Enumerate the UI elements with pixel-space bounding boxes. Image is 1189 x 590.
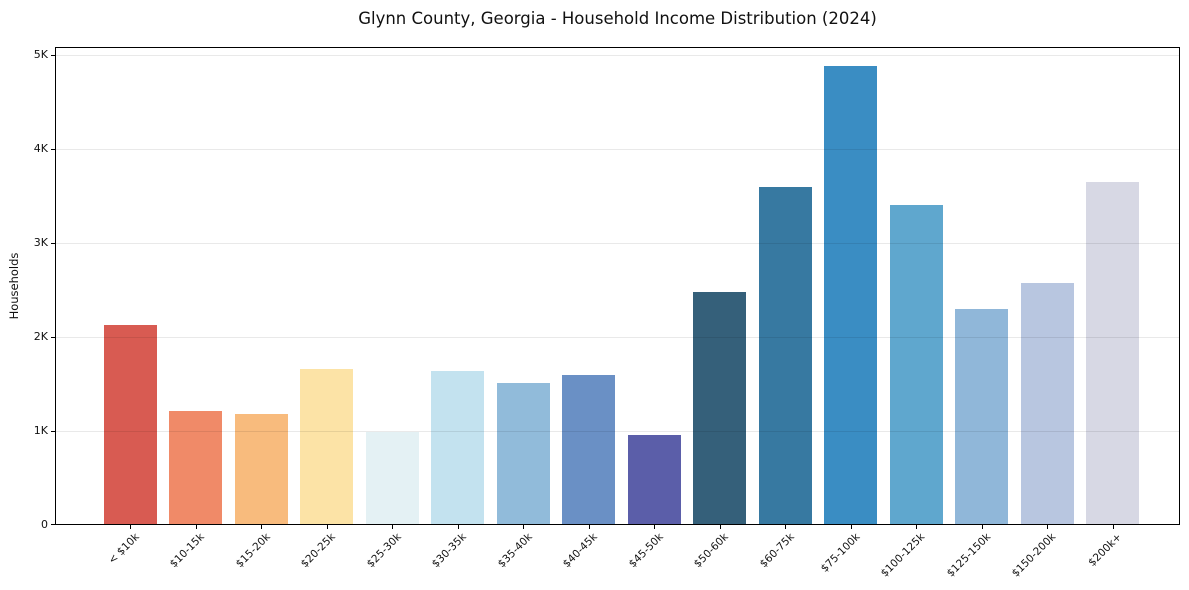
plot-area bbox=[55, 47, 1180, 525]
x-tick bbox=[523, 525, 524, 529]
bar-$25-30k bbox=[365, 431, 419, 524]
bar-$45-50k bbox=[627, 434, 681, 524]
x-tick bbox=[785, 525, 786, 529]
y-tick bbox=[51, 430, 55, 432]
x-tick bbox=[457, 525, 459, 529]
x-tick-label: $50-60k bbox=[691, 531, 731, 571]
gridline-1000 bbox=[56, 430, 1179, 432]
gridline-3000 bbox=[56, 242, 1179, 244]
x-tick bbox=[1047, 525, 1048, 529]
x-tick-label: $20-25k bbox=[298, 531, 338, 571]
x-tick bbox=[654, 525, 655, 529]
x-tick-label: $75-100k bbox=[818, 531, 862, 575]
x-tick-label: $150-200k bbox=[1009, 531, 1059, 580]
x-tick bbox=[130, 525, 131, 529]
gridline-2000 bbox=[56, 336, 1179, 338]
x-tick bbox=[326, 525, 328, 529]
x-tick bbox=[719, 525, 721, 529]
gridline-5000 bbox=[56, 54, 1179, 56]
y-tick bbox=[51, 336, 55, 338]
y-tick bbox=[51, 54, 55, 56]
x-tick bbox=[588, 525, 590, 529]
x-tick bbox=[981, 525, 983, 529]
bar-$20-25k bbox=[300, 368, 353, 524]
y-tick-label: 1K bbox=[33, 423, 48, 437]
x-tick-label: $45-50k bbox=[626, 531, 666, 571]
y-tick bbox=[51, 148, 55, 150]
bar-$50-60k bbox=[693, 291, 746, 524]
x-tick bbox=[195, 525, 197, 529]
x-tick bbox=[850, 525, 852, 529]
y-tick-label: 0 bbox=[41, 518, 48, 531]
y-tick bbox=[51, 524, 55, 525]
bar-$60-75k bbox=[758, 186, 812, 524]
x-tick-label: $35-40k bbox=[495, 531, 535, 571]
bar-$200k+ bbox=[1086, 181, 1139, 524]
chart-title: Glynn County, Georgia - Household Income… bbox=[358, 9, 877, 28]
x-tick-label: $125-150k bbox=[944, 531, 993, 580]
bar-$150-200k bbox=[1020, 283, 1074, 524]
x-tick-label: $40-45k bbox=[560, 531, 600, 571]
bar-$75-100k bbox=[824, 66, 877, 524]
bar-$35-40k bbox=[496, 383, 550, 524]
bar-< $10k bbox=[103, 324, 157, 524]
x-tick bbox=[916, 525, 917, 529]
x-tick-label: $100-125k bbox=[878, 531, 928, 580]
bar-$30-35k bbox=[431, 370, 484, 524]
x-tick-label: $60-75k bbox=[757, 531, 797, 571]
x-tick bbox=[392, 525, 393, 529]
y-tick-label: 4K bbox=[33, 141, 48, 155]
y-tick-label: 2K bbox=[33, 329, 48, 343]
bar-$125-150k bbox=[955, 308, 1008, 524]
y-tick-label: 3K bbox=[33, 235, 48, 249]
x-tick-label: $15-20k bbox=[233, 531, 273, 571]
y-axis-label: Households bbox=[7, 252, 21, 320]
x-tick-label: < $10k bbox=[105, 531, 142, 567]
y-tick bbox=[51, 242, 55, 244]
y-tick-label: 5K bbox=[33, 47, 48, 61]
bar-$40-45k bbox=[562, 375, 615, 524]
x-tick-label: $30-35k bbox=[429, 531, 469, 571]
gridline-4000 bbox=[56, 148, 1179, 150]
x-tick-label: $25-30k bbox=[364, 531, 404, 571]
bar-$15-20k bbox=[234, 414, 288, 524]
x-tick-label: $10-15k bbox=[167, 531, 207, 571]
x-tick bbox=[261, 525, 262, 529]
x-tick-label: $200k+ bbox=[1086, 531, 1124, 569]
x-tick bbox=[1112, 525, 1114, 529]
bar-$100-125k bbox=[889, 205, 943, 524]
bar-$10-15k bbox=[169, 411, 222, 524]
